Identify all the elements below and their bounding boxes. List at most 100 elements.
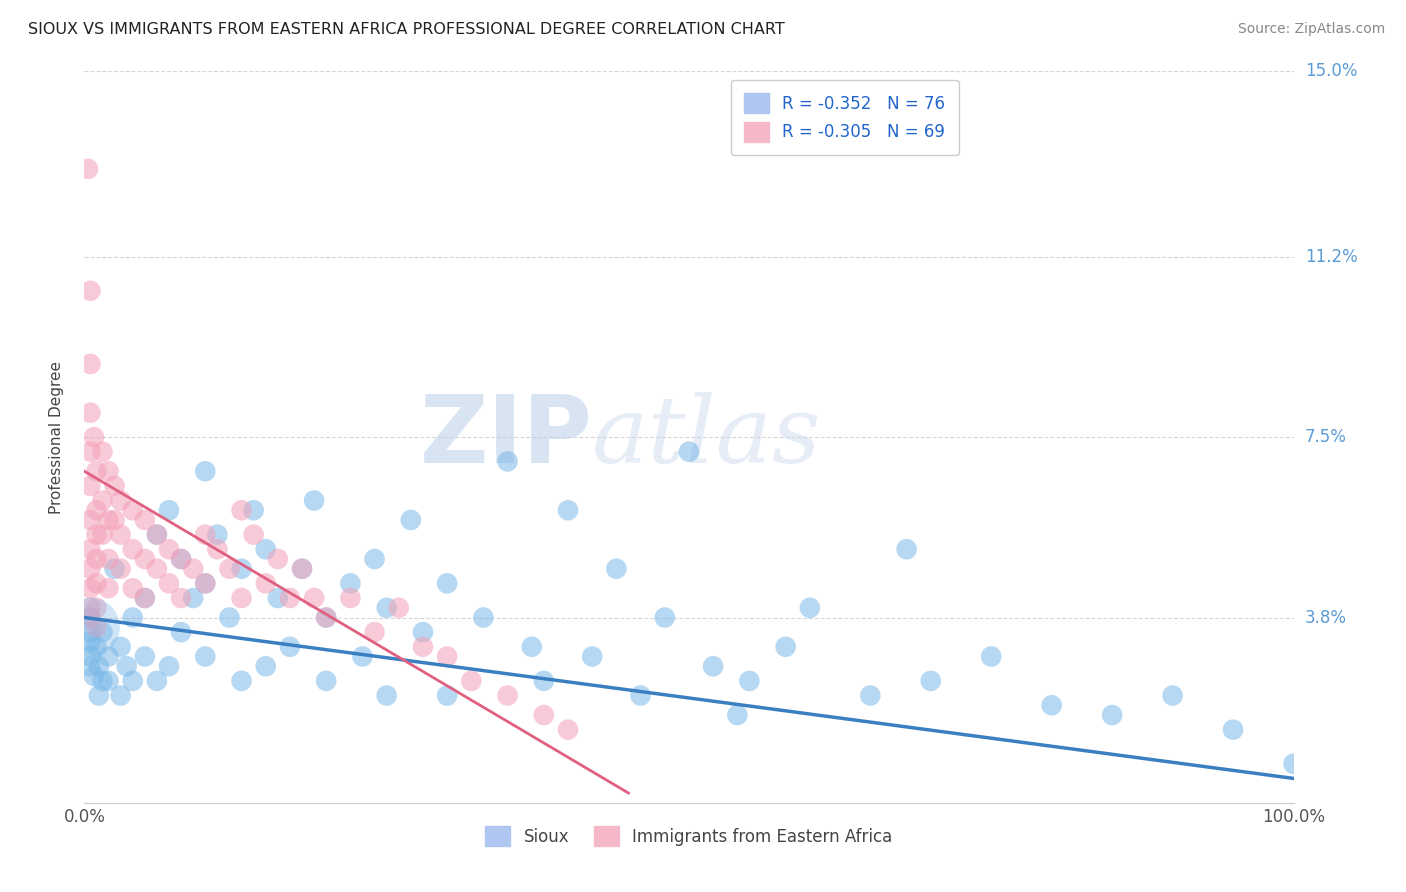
Point [79,406,101,420]
Point [339,576,361,591]
Point [79,610,101,624]
Text: ZIP: ZIP [419,391,592,483]
Point [79,610,101,624]
Point [121,673,143,688]
Point [254,659,277,673]
Point [146,527,169,541]
Point [91,527,114,541]
Point [121,610,143,624]
Point [496,454,519,468]
Point [896,542,918,557]
Point [181,591,204,605]
Point [302,591,325,605]
Point [134,591,156,605]
Point [86,620,108,634]
Point [134,552,156,566]
Point [1222,723,1244,737]
Point [79,625,101,640]
Point [170,591,193,605]
Point [146,527,169,541]
Point [267,591,290,605]
Point [725,708,748,723]
Point [557,503,579,517]
Point [157,503,180,517]
Point [97,649,120,664]
Point [436,689,458,703]
Point [315,610,337,624]
Point [134,591,156,605]
Point [231,562,253,576]
Point [91,493,114,508]
Point [110,493,132,508]
Point [436,649,458,664]
Point [859,689,882,703]
Point [920,673,942,688]
Point [86,600,108,615]
Point [181,562,204,576]
Text: 15.0%: 15.0% [1305,62,1357,80]
Point [79,513,101,527]
Point [134,513,156,527]
Point [412,625,434,640]
Point [363,552,385,566]
Point [104,479,127,493]
Point [363,625,385,640]
Point [278,640,301,654]
Point [254,542,277,557]
Point [79,542,101,557]
Text: 11.2%: 11.2% [1305,248,1357,266]
Point [436,576,458,591]
Point [110,640,132,654]
Point [496,689,519,703]
Point [110,527,132,541]
Point [121,542,143,557]
Point [97,581,120,595]
Point [91,444,114,458]
Point [315,673,337,688]
Point [775,640,797,654]
Point [388,600,411,615]
Point [170,552,193,566]
Point [83,430,105,444]
Point [231,673,253,688]
Point [87,659,110,673]
Point [630,689,652,703]
Point [218,610,240,624]
Point [115,659,138,673]
Point [533,673,555,688]
Point [799,600,821,615]
Point [291,562,314,576]
Point [1161,689,1184,703]
Point [194,576,217,591]
Point [267,552,290,566]
Point [91,673,114,688]
Point [412,640,434,654]
Point [242,503,264,517]
Point [170,552,193,566]
Point [581,649,603,664]
Point [97,464,120,478]
Point [104,562,127,576]
Point [302,493,325,508]
Point [110,689,132,703]
Point [121,581,143,595]
Point [207,542,229,557]
Point [79,357,101,371]
Point [1282,756,1305,771]
Point [79,444,101,458]
Point [79,635,101,649]
Point [79,562,101,576]
Point [315,610,337,624]
Point [980,649,1002,664]
Point [375,600,398,615]
Point [207,527,229,541]
Point [242,527,264,541]
Point [110,562,132,576]
Point [97,673,120,688]
Point [254,576,277,591]
Y-axis label: Professional Degree: Professional Degree [49,360,63,514]
Point [79,620,101,634]
Point [79,600,101,615]
Point [557,723,579,737]
Point [79,479,101,493]
